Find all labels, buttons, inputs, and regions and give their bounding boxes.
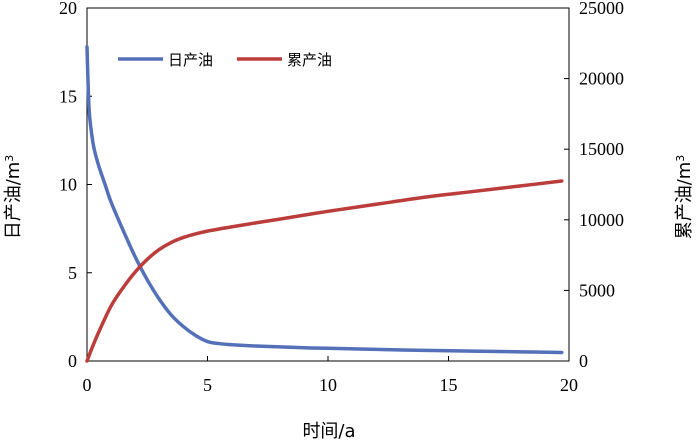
left-axis: 0 5 10 15 20 [59,0,92,371]
right-axis-title-text: 累产油/m [674,162,695,240]
right-axis: 0 5000 10000 15000 20000 25000 [564,0,624,371]
x-tick-label: 10 [319,375,337,395]
x-axis-title: 时间/a [302,421,355,442]
right-axis-title-sup: 3 [674,155,687,162]
left-tick-label: 20 [59,0,77,18]
left-axis-title-sup: 3 [3,155,16,162]
right-tick-label: 15000 [579,139,624,159]
x-tick-label: 5 [203,375,212,395]
x-tick-label: 15 [440,375,458,395]
right-tick-label: 20000 [579,69,624,89]
legend: 日产油 累产油 [118,51,332,69]
x-tick-label: 20 [560,375,578,395]
series-layer [85,45,564,363]
x-axis: 0 5 10 15 20 [83,356,578,395]
left-tick-label: 5 [68,263,77,283]
right-tick-label: 10000 [579,210,624,230]
legend-label-cumulative-oil: 累产油 [287,51,332,69]
right-tick-label: 25000 [579,0,624,18]
right-tick-label: 0 [579,351,588,371]
right-axis-title: 累产油/m3 [674,155,696,240]
left-axis-title: 日产油/m3 [3,155,25,240]
left-axis-title-text: 日产油/m [3,162,24,240]
left-tick-label: 15 [59,86,77,106]
left-tick-label: 0 [68,351,77,371]
series-line-cumulative-oil [85,179,564,363]
x-tick-label: 0 [83,375,92,395]
series-line-daily-oil [85,45,564,355]
left-tick-label: 10 [59,175,77,195]
right-tick-label: 5000 [579,280,615,300]
legend-label-daily-oil: 日产油 [168,51,213,69]
